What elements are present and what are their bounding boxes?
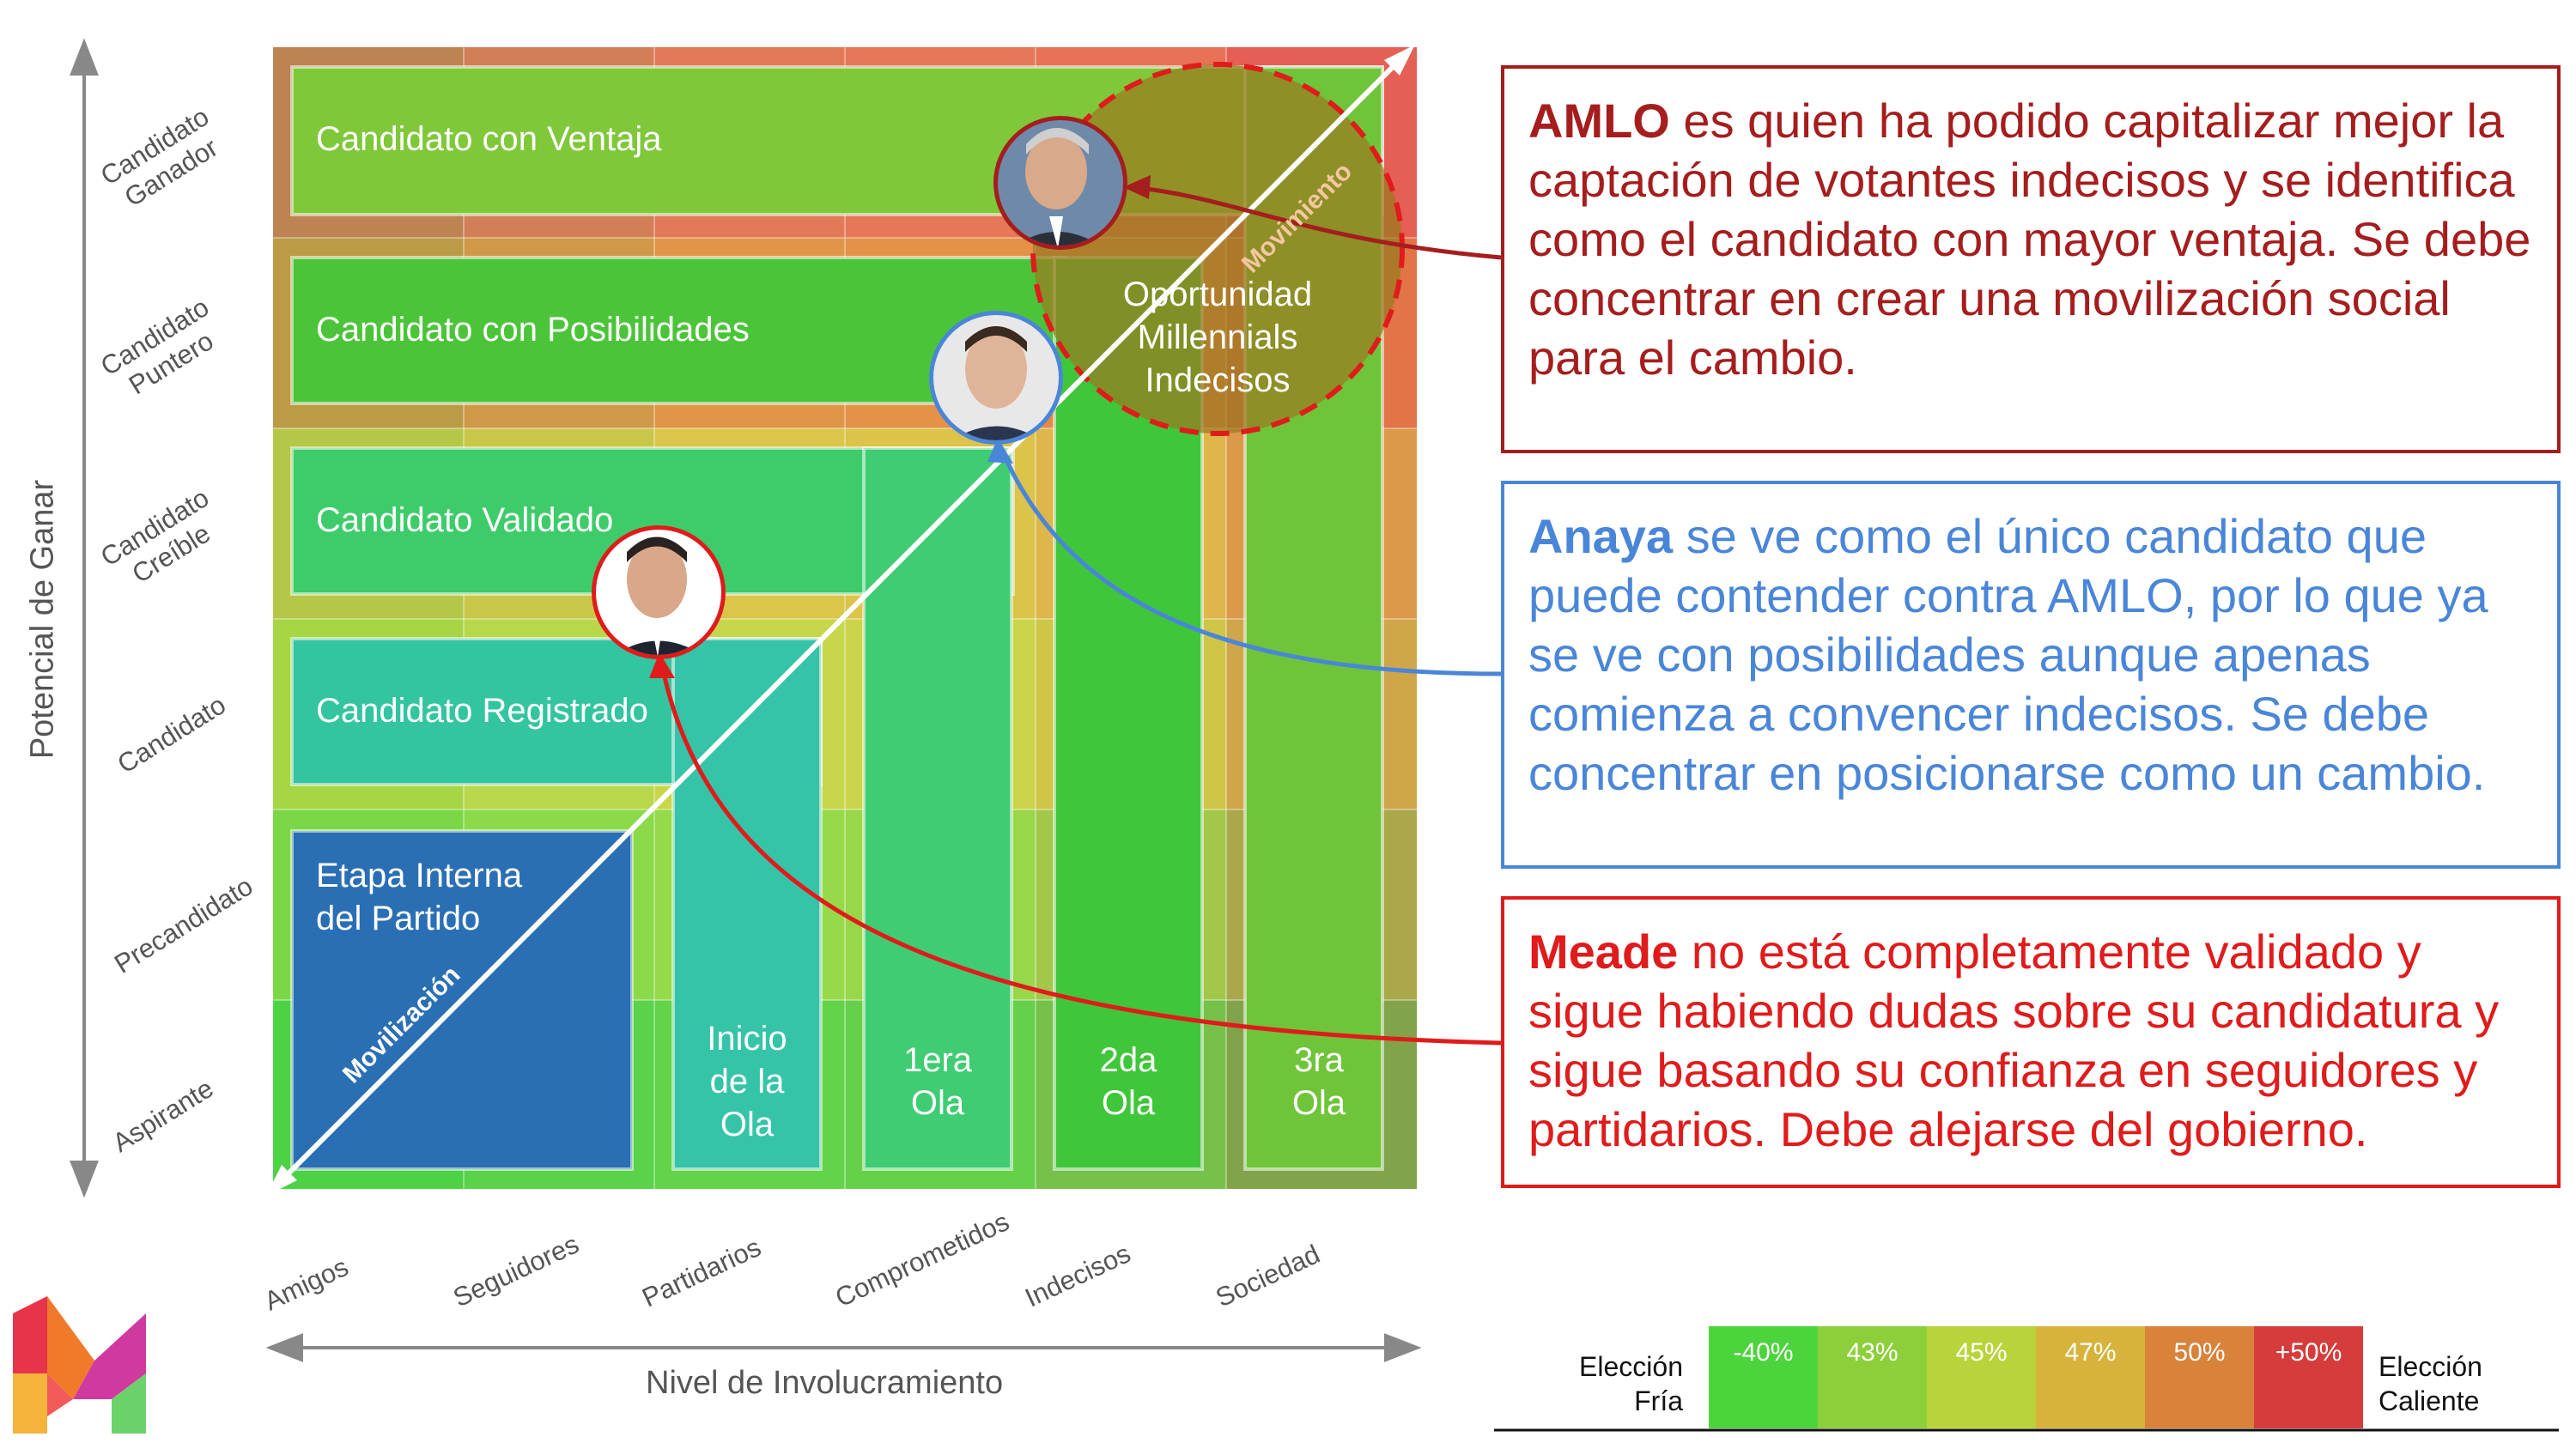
thermo-cell-3: 47% — [2036, 1326, 2145, 1428]
col-3ra-ola: 3ra Ola — [1291, 1041, 1346, 1122]
diagonal-arrow — [266, 45, 1415, 1196]
callout-meade: Meade no está completamente validado y s… — [1501, 896, 2561, 1188]
col-inicio-ola: Inicio de la Ola — [707, 1020, 787, 1143]
thermo-left-label: Elección Fría — [1579, 1351, 1683, 1416]
callout-anaya-name: Anaya — [1528, 509, 1674, 563]
box-candidato-validado: Candidato Validado — [316, 501, 614, 539]
thermo-cell-4: 50% — [2145, 1326, 2254, 1428]
y-axis-title: Potencial de Ganar — [24, 479, 61, 760]
callout-amlo-text: es quien ha podido capitalizar mejor la … — [1528, 94, 2531, 385]
callout-anaya: Anaya se ve como el único candidato que … — [1501, 481, 2561, 869]
callout-anaya-text: se ve como el único candidato que puede … — [1528, 509, 2488, 800]
thermo-cell-1: 43% — [1818, 1326, 1927, 1428]
box-candidato-ventaja: Candidato con Ventaja — [316, 120, 662, 158]
col-1era-ola: 1era Ola — [902, 1041, 973, 1122]
thermo-cell-5: +50% — [2254, 1326, 2363, 1428]
box-candidato-posibilidades: Candidato con Posibilidades — [316, 311, 750, 349]
callout-amlo: AMLO es quien ha podido capitalizar mejo… — [1501, 65, 2561, 453]
avatar-amlo — [993, 116, 1127, 250]
opportunity-label: Oportunidad Millennials Indecisos — [1122, 276, 1313, 399]
thermo-cell-2: 45% — [1927, 1326, 2036, 1428]
callout-meade-text: no está completamente validado y sigue h… — [1528, 925, 2500, 1156]
avatar-anaya — [929, 311, 1063, 445]
box-candidato-registrado: Candidato Registrado — [316, 692, 648, 730]
callout-meade-name: Meade — [1528, 925, 1679, 979]
thermo-right-label: Elección Caliente — [2379, 1351, 2482, 1416]
logo-m — [13, 1296, 146, 1434]
connector-curves — [649, 175, 1502, 1046]
axes — [70, 38, 1422, 1362]
thermo-cell-0: -40% — [1709, 1326, 1818, 1428]
opportunity-circle — [1030, 62, 1405, 436]
avatar-meade — [592, 525, 726, 659]
box-etapa-interna: Etapa Interna del Partido — [316, 857, 523, 937]
callout-amlo-name: AMLO — [1528, 94, 1670, 148]
x-axis-title: Nivel de Involucramiento — [646, 1365, 1004, 1401]
col-2da-ola: 2da Ola — [1099, 1041, 1157, 1122]
